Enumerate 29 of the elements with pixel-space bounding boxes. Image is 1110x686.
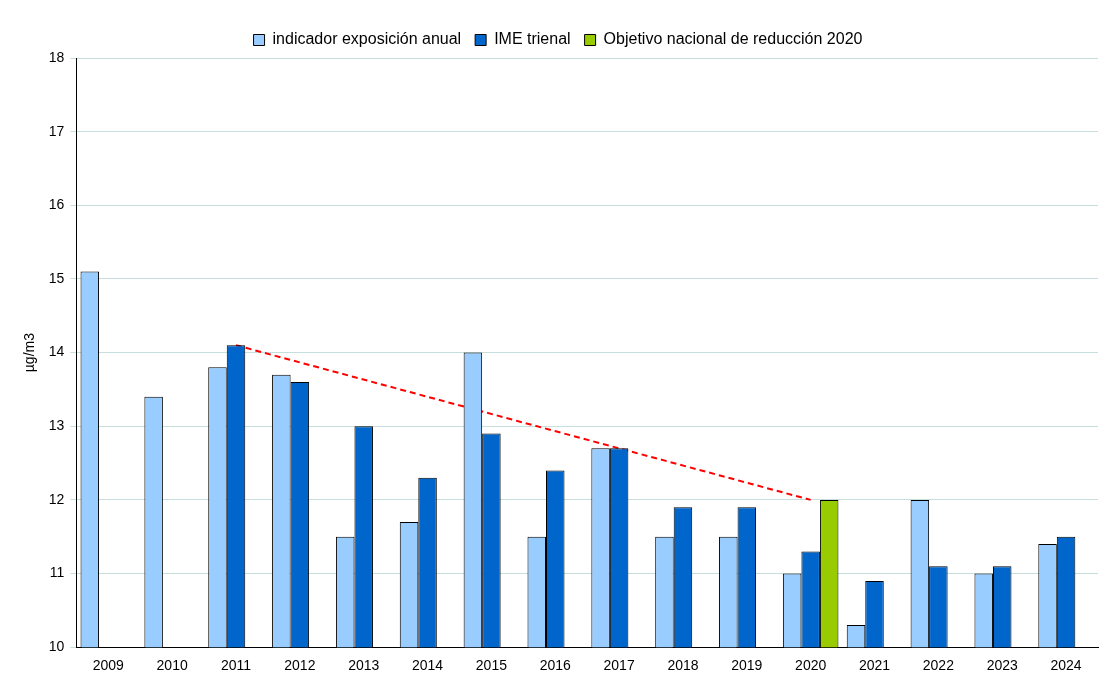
x-tick-label: 2011 (220, 657, 252, 674)
y-tick-label: 14 (48, 343, 65, 360)
y-tick-label: 12 (48, 490, 65, 507)
legend-label: IME trienal (494, 30, 571, 48)
x-tick-label: 2009 (92, 657, 125, 674)
x-tick-label: 2021 (858, 657, 891, 674)
y-tick-label: 13 (48, 417, 65, 434)
y-tick-label: 18 (48, 48, 65, 65)
x-tick-label: 2017 (603, 657, 635, 674)
y-axis-title: µg/m3 (21, 332, 38, 373)
x-tick-label: 2012 (284, 657, 316, 674)
x-tick-label: 2018 (667, 657, 699, 674)
x-tick-label: 2016 (539, 657, 572, 674)
x-tick-label: 2022 (922, 657, 955, 674)
x-tick-label: 2010 (156, 657, 188, 674)
y-tick-label: 17 (48, 122, 65, 139)
x-tick-label: 2014 (411, 657, 444, 674)
legend-label: Objetivo nacional de reducción 2020 (603, 30, 863, 48)
y-tick-label: 16 (48, 196, 65, 213)
legend-label: indicador exposición anual (272, 30, 462, 48)
x-tick-label: 2019 (731, 657, 763, 674)
x-tick-label: 2013 (348, 657, 380, 674)
y-tick-label: 11 (49, 564, 65, 581)
x-tick-label: 2020 (795, 657, 827, 674)
x-tick-label: 2023 (986, 657, 1018, 674)
y-tick-label: 15 (48, 269, 65, 286)
x-tick-label: 2024 (1050, 657, 1082, 674)
y-tick-label: 10 (48, 638, 65, 655)
x-tick-label: 2015 (475, 657, 508, 674)
